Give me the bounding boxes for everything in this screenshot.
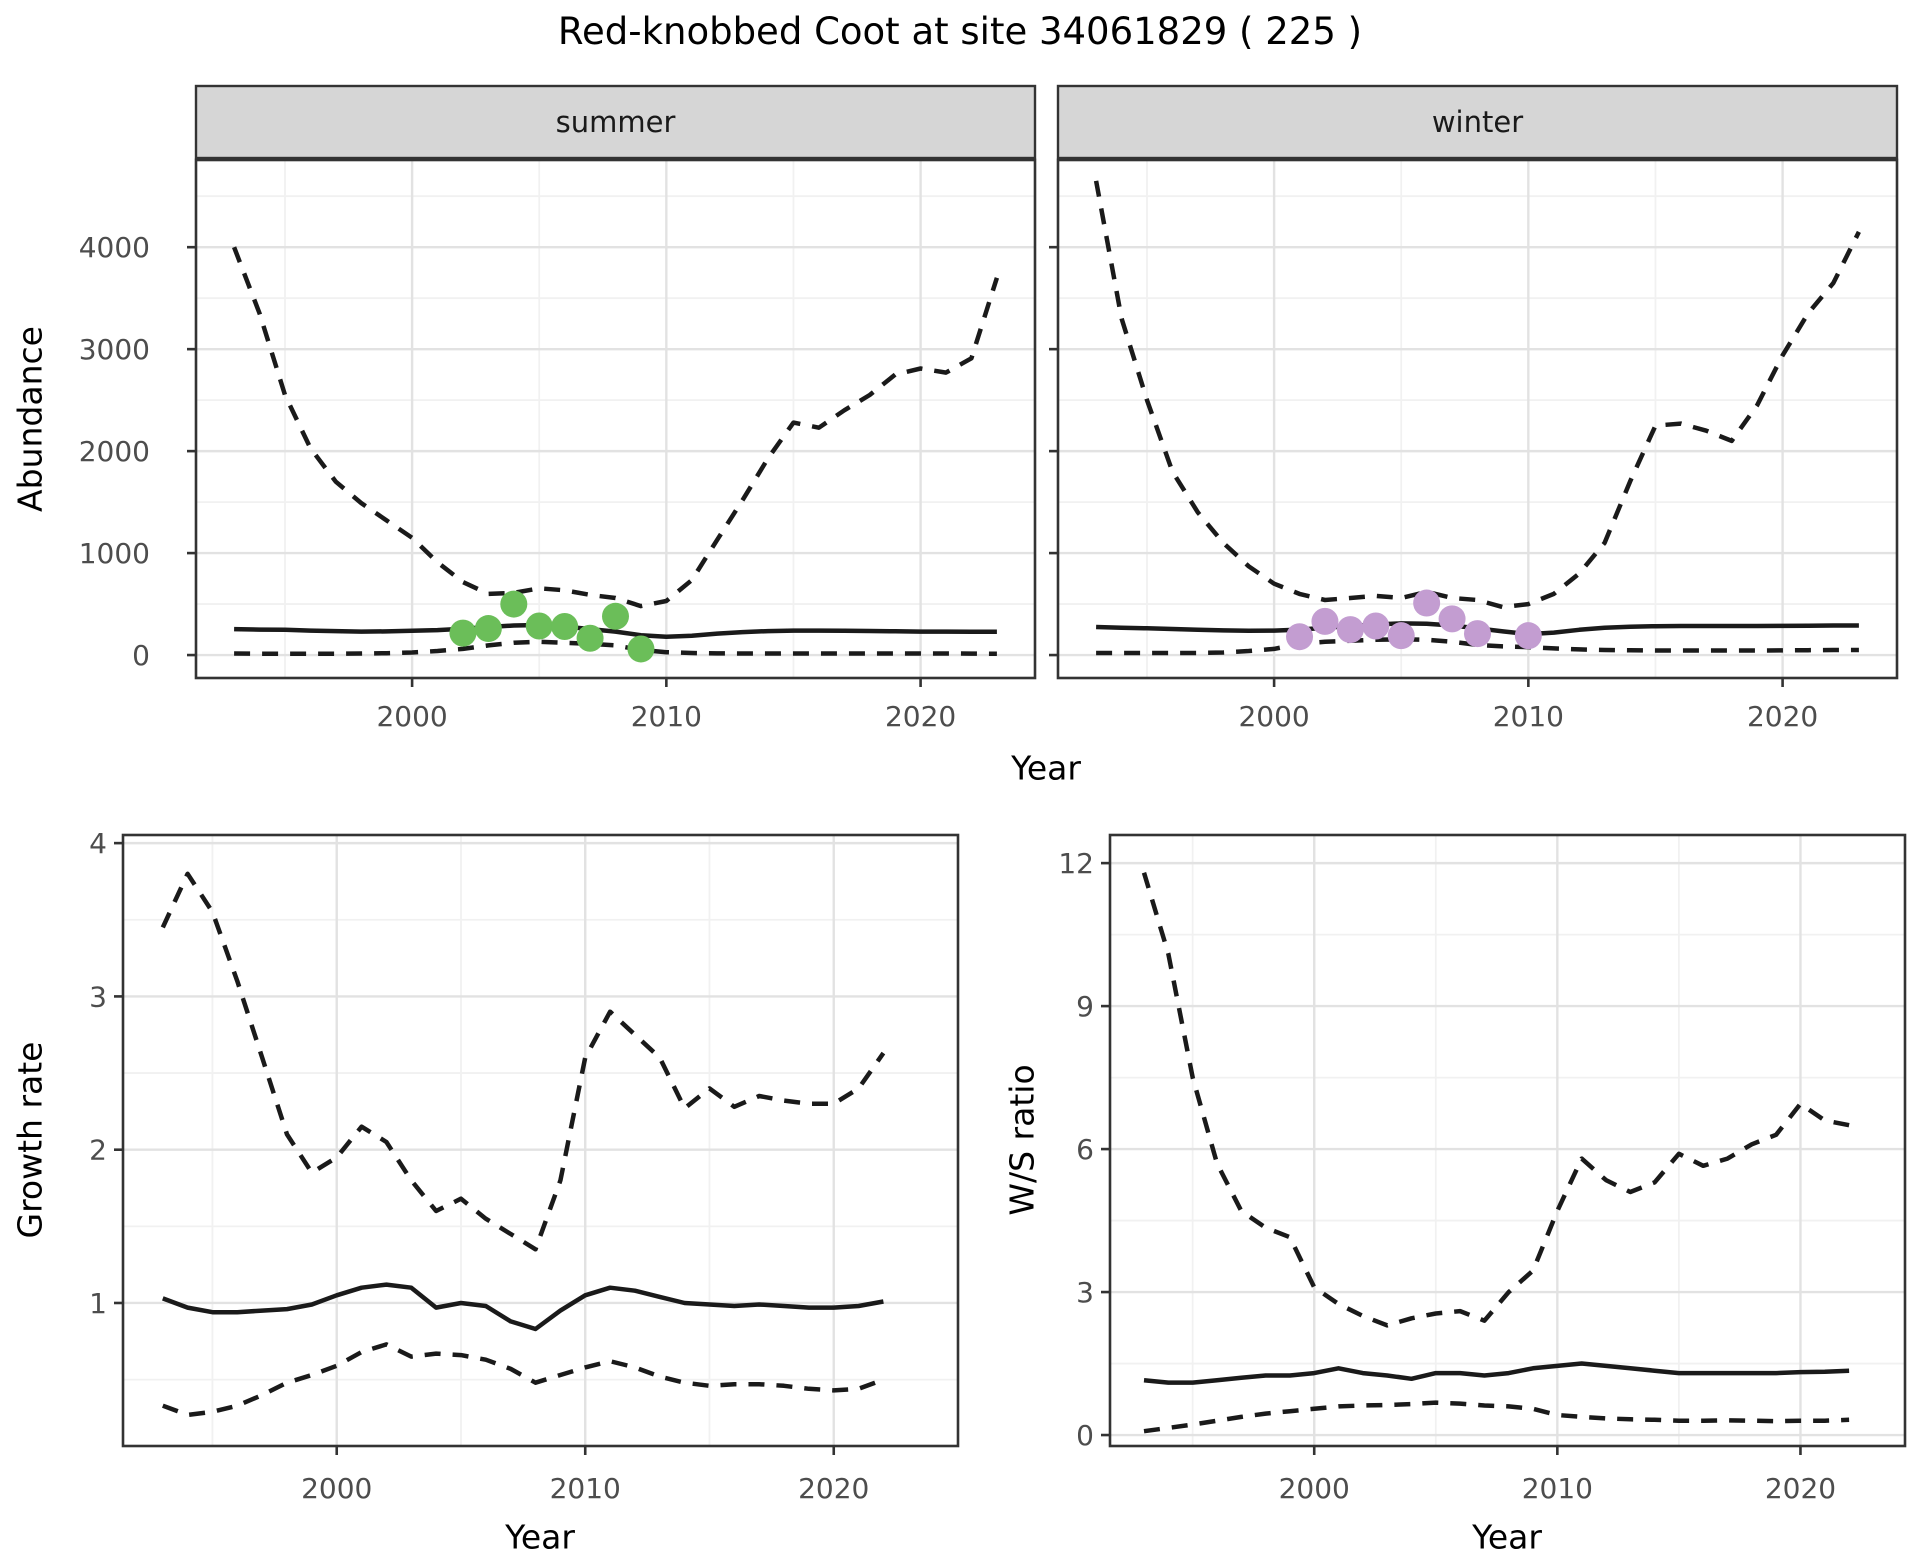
x-tick-label: 2010 [631,700,702,733]
y-tick-label: 4 [89,827,107,860]
series-line-median [162,1282,884,1332]
series-line-lower-ci [162,1342,885,1418]
data-point-winter-counts [1438,605,1466,633]
data-point-winter-counts [1413,589,1441,617]
data-point-winter-counts [1311,607,1339,635]
panel-background [123,835,958,1446]
y-tick-label: 2000 [79,435,150,468]
y-tick-label: 3000 [79,333,150,366]
data-point-summer-counts [474,615,502,643]
x-tick-label: 2020 [798,1472,869,1505]
facet-strip [1056,84,1899,160]
data-point-winter-counts [1514,622,1542,650]
series-line-upper-ci [1141,872,1850,1328]
data-point-summer-counts [449,619,477,647]
facet-strip-label: summer [556,105,676,139]
x-tick-label: 2020 [1747,700,1818,733]
y-tick-label: 9 [1076,990,1094,1023]
series-line-lower-ci [234,639,997,657]
y-tick-label: 1000 [79,537,150,570]
data-point-summer-counts [500,590,528,618]
y-tick-label: 0 [132,639,150,672]
x-axis-title-year-top: Year [1011,748,1081,788]
x-tick-label: 2010 [1522,1472,1593,1505]
series-line-median [234,622,997,639]
y-axis-title-ws-ratio: W/S ratio [1002,1064,1042,1216]
series-line-median [1143,1361,1850,1385]
panel-background [1058,160,1897,678]
data-point-summer-counts [551,613,579,641]
y-tick-label: 1 [89,1287,107,1320]
data-point-winter-counts [1362,612,1390,640]
panel-border [1056,158,1899,680]
x-tick-label: 2010 [550,1472,621,1505]
y-axis-title-abundance: Abundance [10,326,50,512]
x-tick-label: 2000 [376,700,447,733]
data-point-winter-counts [1286,623,1314,651]
x-axis-title-year-bottom-right: Year [1472,1517,1542,1557]
series-line-lower-ci [1096,637,1859,656]
series-line-upper-ci [231,246,1000,609]
series-line-lower-ci [1143,1400,1850,1434]
y-tick-label: 2 [89,1134,107,1167]
x-tick-label: 2000 [1238,700,1309,733]
data-point-winter-counts [1464,620,1491,648]
data-point-winter-counts [1336,616,1364,644]
x-tick-label: 2010 [1493,700,1564,733]
y-tick-label: 3 [1076,1276,1094,1309]
series-line-upper-ci [1093,180,1861,610]
data-point-winter-counts [1387,622,1415,650]
data-point-summer-counts [627,635,655,663]
data-point-summer-counts [602,602,629,630]
x-tick-label: 2000 [1279,1472,1350,1505]
panel-border [194,158,1037,680]
panel-background [196,160,1035,678]
figure-title: Red-knobbed Coot at site 34061829 ( 225 … [557,10,1363,53]
facet-strip [194,84,1037,160]
y-axis-title-growth-rate: Growth rate [10,1041,50,1239]
y-tick-label: 4000 [79,231,150,264]
x-tick-label: 2000 [301,1472,372,1505]
data-point-summer-counts [576,624,604,652]
y-tick-label: 6 [1076,1133,1094,1166]
x-tick-label: 2020 [885,700,956,733]
panel-background [1110,835,1905,1446]
y-tick-label: 0 [1076,1419,1094,1452]
series-line-upper-ci [160,871,886,1252]
x-tick-label: 2020 [1765,1472,1836,1505]
y-tick-label: 12 [1058,847,1094,880]
x-axis-title-year-bottom-left: Year [505,1517,575,1557]
data-point-summer-counts [525,612,553,640]
facet-strip-label: winter [1432,105,1523,139]
panel-border [121,833,960,1448]
panel-border [1108,833,1907,1448]
y-tick-label: 3 [89,980,107,1013]
